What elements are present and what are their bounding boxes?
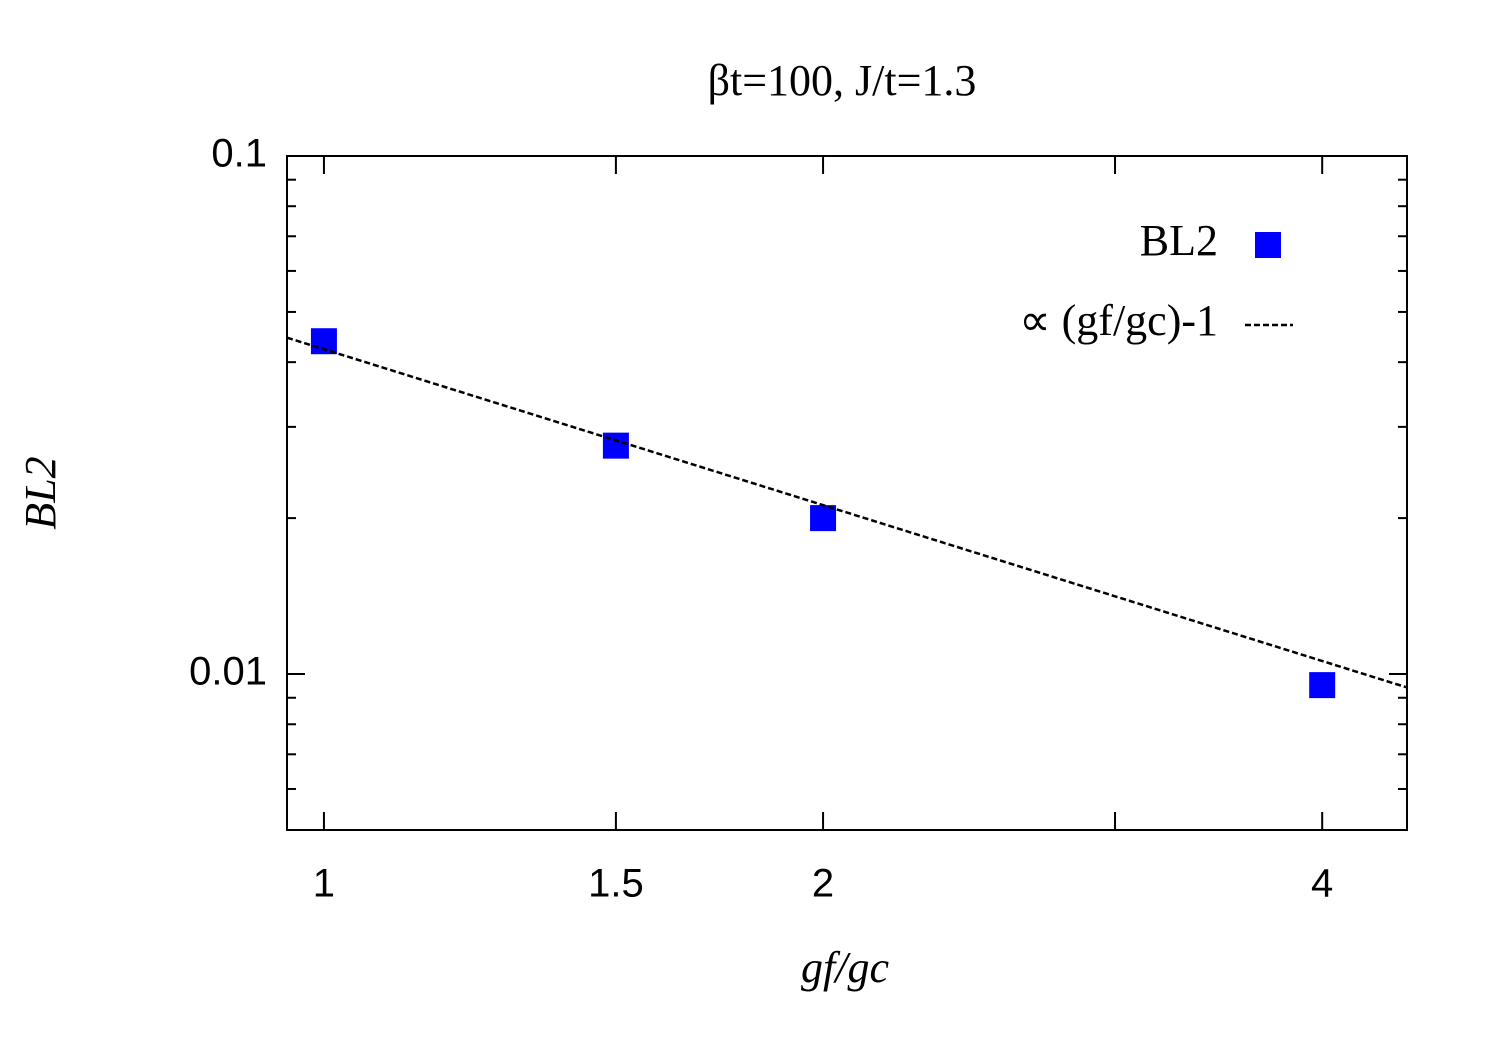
x-tick-label: 1.5 — [588, 862, 644, 906]
x-axis-label: gf/gc — [801, 943, 889, 992]
x-tick-label: 1 — [313, 862, 335, 906]
x-tick-label: 2 — [812, 862, 834, 906]
y-axis-label: BL2 — [16, 456, 65, 529]
legend-label: ∝ (gf/gc)-1 — [1019, 296, 1218, 345]
y-tick-label: 0.01 — [189, 650, 267, 694]
y-tick-label: 0.1 — [211, 132, 267, 176]
legend-label: BL2 — [1140, 216, 1218, 265]
point — [810, 505, 837, 532]
x-tick-label: 4 — [1311, 862, 1333, 906]
chart-title: βt=100, J/t=1.3 — [708, 56, 977, 105]
legend-symbol — [1255, 232, 1281, 258]
plot-frame — [286, 155, 1408, 831]
point — [1309, 672, 1336, 699]
fit-line — [286, 336, 1408, 689]
